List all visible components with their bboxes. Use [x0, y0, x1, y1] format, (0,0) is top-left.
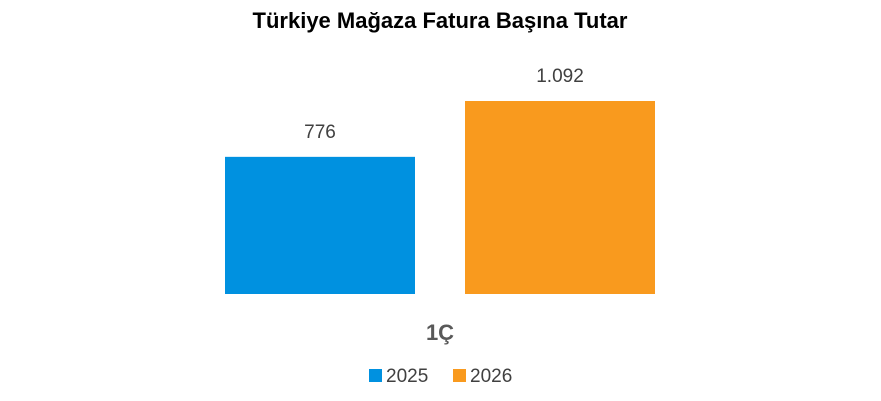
legend-label: 2026	[470, 366, 512, 387]
chart-title: Türkiye Mağaza Fatura Başına Tutar	[253, 8, 628, 33]
bar	[225, 156, 415, 294]
legend-swatch	[369, 369, 382, 382]
bar	[465, 101, 655, 294]
value-label: 1.092	[536, 66, 584, 87]
x-tick-label: 1Ç	[426, 320, 454, 345]
value-label: 776	[304, 122, 336, 143]
legend-label: 2025	[386, 366, 428, 387]
legend-swatch	[453, 369, 466, 382]
